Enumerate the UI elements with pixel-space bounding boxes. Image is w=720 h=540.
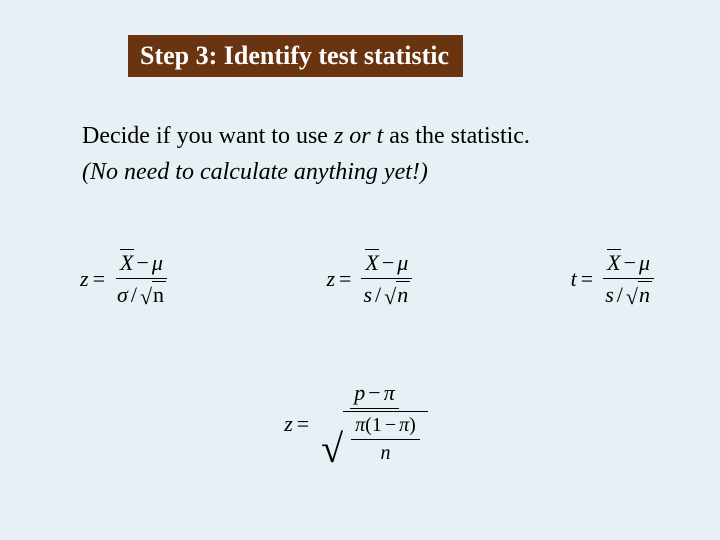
f2-radicand: n: [396, 281, 410, 308]
f1-n: n: [153, 282, 164, 308]
body-line-2: (No need to calculate anything yet!): [82, 156, 660, 188]
f1-surd: √: [140, 286, 152, 308]
f3-eq: =: [581, 266, 593, 292]
f4-inner-den: n: [376, 440, 394, 465]
f2-lhs: z: [326, 266, 335, 292]
f1-sigma: σ: [117, 282, 128, 308]
f4-numerator: p − π: [350, 380, 398, 409]
body-text: Decide if you want to use z or t as the …: [82, 120, 660, 189]
f2-eq: =: [339, 266, 351, 292]
f4-inner-fraction: π ( 1 − π ) n: [351, 414, 420, 465]
f2-sqrt: √ n: [384, 281, 410, 308]
f2-minus: −: [382, 250, 394, 276]
f4-pi: π: [384, 380, 395, 406]
f1-minus: −: [137, 250, 149, 276]
f3-minus: −: [624, 250, 636, 276]
f3-xbar: X: [607, 250, 620, 276]
formula-z-proportion: z = p − π √ π ( 1 −: [284, 380, 436, 467]
f4-pi2: π: [399, 414, 409, 437]
f4-surd: √: [321, 431, 343, 467]
formula-t-s: t = X − μ s / √ n: [571, 250, 660, 308]
f4-denominator: √ π ( 1 − π ) n: [317, 409, 432, 467]
body-line-1: Decide if you want to use z or t as the …: [82, 120, 660, 152]
body-line1-a: Decide if you want to use: [82, 123, 334, 149]
f2-surd: √: [384, 286, 396, 308]
f3-s: s: [605, 282, 614, 308]
f1-lhs: z: [80, 266, 89, 292]
f3-numerator: X − μ: [603, 250, 654, 279]
f4-radicand: π ( 1 − π ) n: [343, 411, 428, 467]
f3-fraction: X − μ s / √ n: [601, 250, 656, 308]
f1-denominator: σ / √ n: [113, 279, 170, 308]
f4-one: 1: [372, 414, 382, 437]
f1-radicand: n: [152, 281, 166, 308]
f1-fraction: X − μ σ / √ n: [113, 250, 170, 308]
f2-xbar: X: [365, 250, 378, 276]
f1-mu: μ: [152, 250, 163, 276]
f3-sqrt: √ n: [626, 281, 652, 308]
formulas-row: z = X − μ σ / √ n z = X −: [80, 250, 660, 308]
f4-inner-num: π ( 1 − π ): [351, 414, 420, 440]
f3-surd: √: [626, 286, 638, 308]
formula-z-sigma: z = X − μ σ / √ n: [80, 250, 174, 308]
f4-inner-minus: −: [385, 414, 396, 437]
f1-sqrt: √ n: [140, 281, 166, 308]
f1-xbar: X: [120, 250, 133, 276]
f2-mu: μ: [397, 250, 408, 276]
f4-lhs: z: [284, 411, 293, 437]
f4-eq: =: [297, 411, 309, 437]
f4-sqrt: √ π ( 1 − π ) n: [321, 411, 428, 467]
f2-denominator: s / √ n: [359, 279, 414, 308]
body-line1-c: as the statistic.: [389, 123, 530, 149]
f1-eq: =: [93, 266, 105, 292]
f3-denominator: s / √ n: [601, 279, 656, 308]
f3-n: n: [639, 282, 650, 308]
f3-mu: μ: [639, 250, 650, 276]
f4-lpar: (: [365, 414, 372, 437]
f3-lhs: t: [571, 266, 577, 292]
formula-bottom-row: z = p − π √ π ( 1 −: [0, 380, 720, 467]
f4-p: p: [354, 380, 365, 406]
f4-pi1: π: [355, 414, 365, 437]
step-title: Step 3: Identify test statistic: [128, 35, 463, 77]
f2-slash: /: [375, 282, 381, 308]
f2-numerator: X − μ: [361, 250, 412, 279]
f3-slash: /: [617, 282, 623, 308]
f4-n: n: [380, 442, 390, 465]
f1-numerator: X − μ: [116, 250, 167, 279]
f2-n: n: [397, 282, 408, 308]
f4-fraction: p − π √ π ( 1 − π: [317, 380, 432, 467]
f4-minus: −: [368, 380, 380, 406]
f4-rpar: ): [409, 414, 416, 437]
formula-z-s: z = X − μ s / √ n: [326, 250, 418, 308]
f3-radicand: n: [638, 281, 652, 308]
f2-fraction: X − μ s / √ n: [359, 250, 414, 308]
body-line1-b: z or t: [334, 123, 389, 149]
f2-s: s: [363, 282, 372, 308]
f1-slash: /: [131, 282, 137, 308]
